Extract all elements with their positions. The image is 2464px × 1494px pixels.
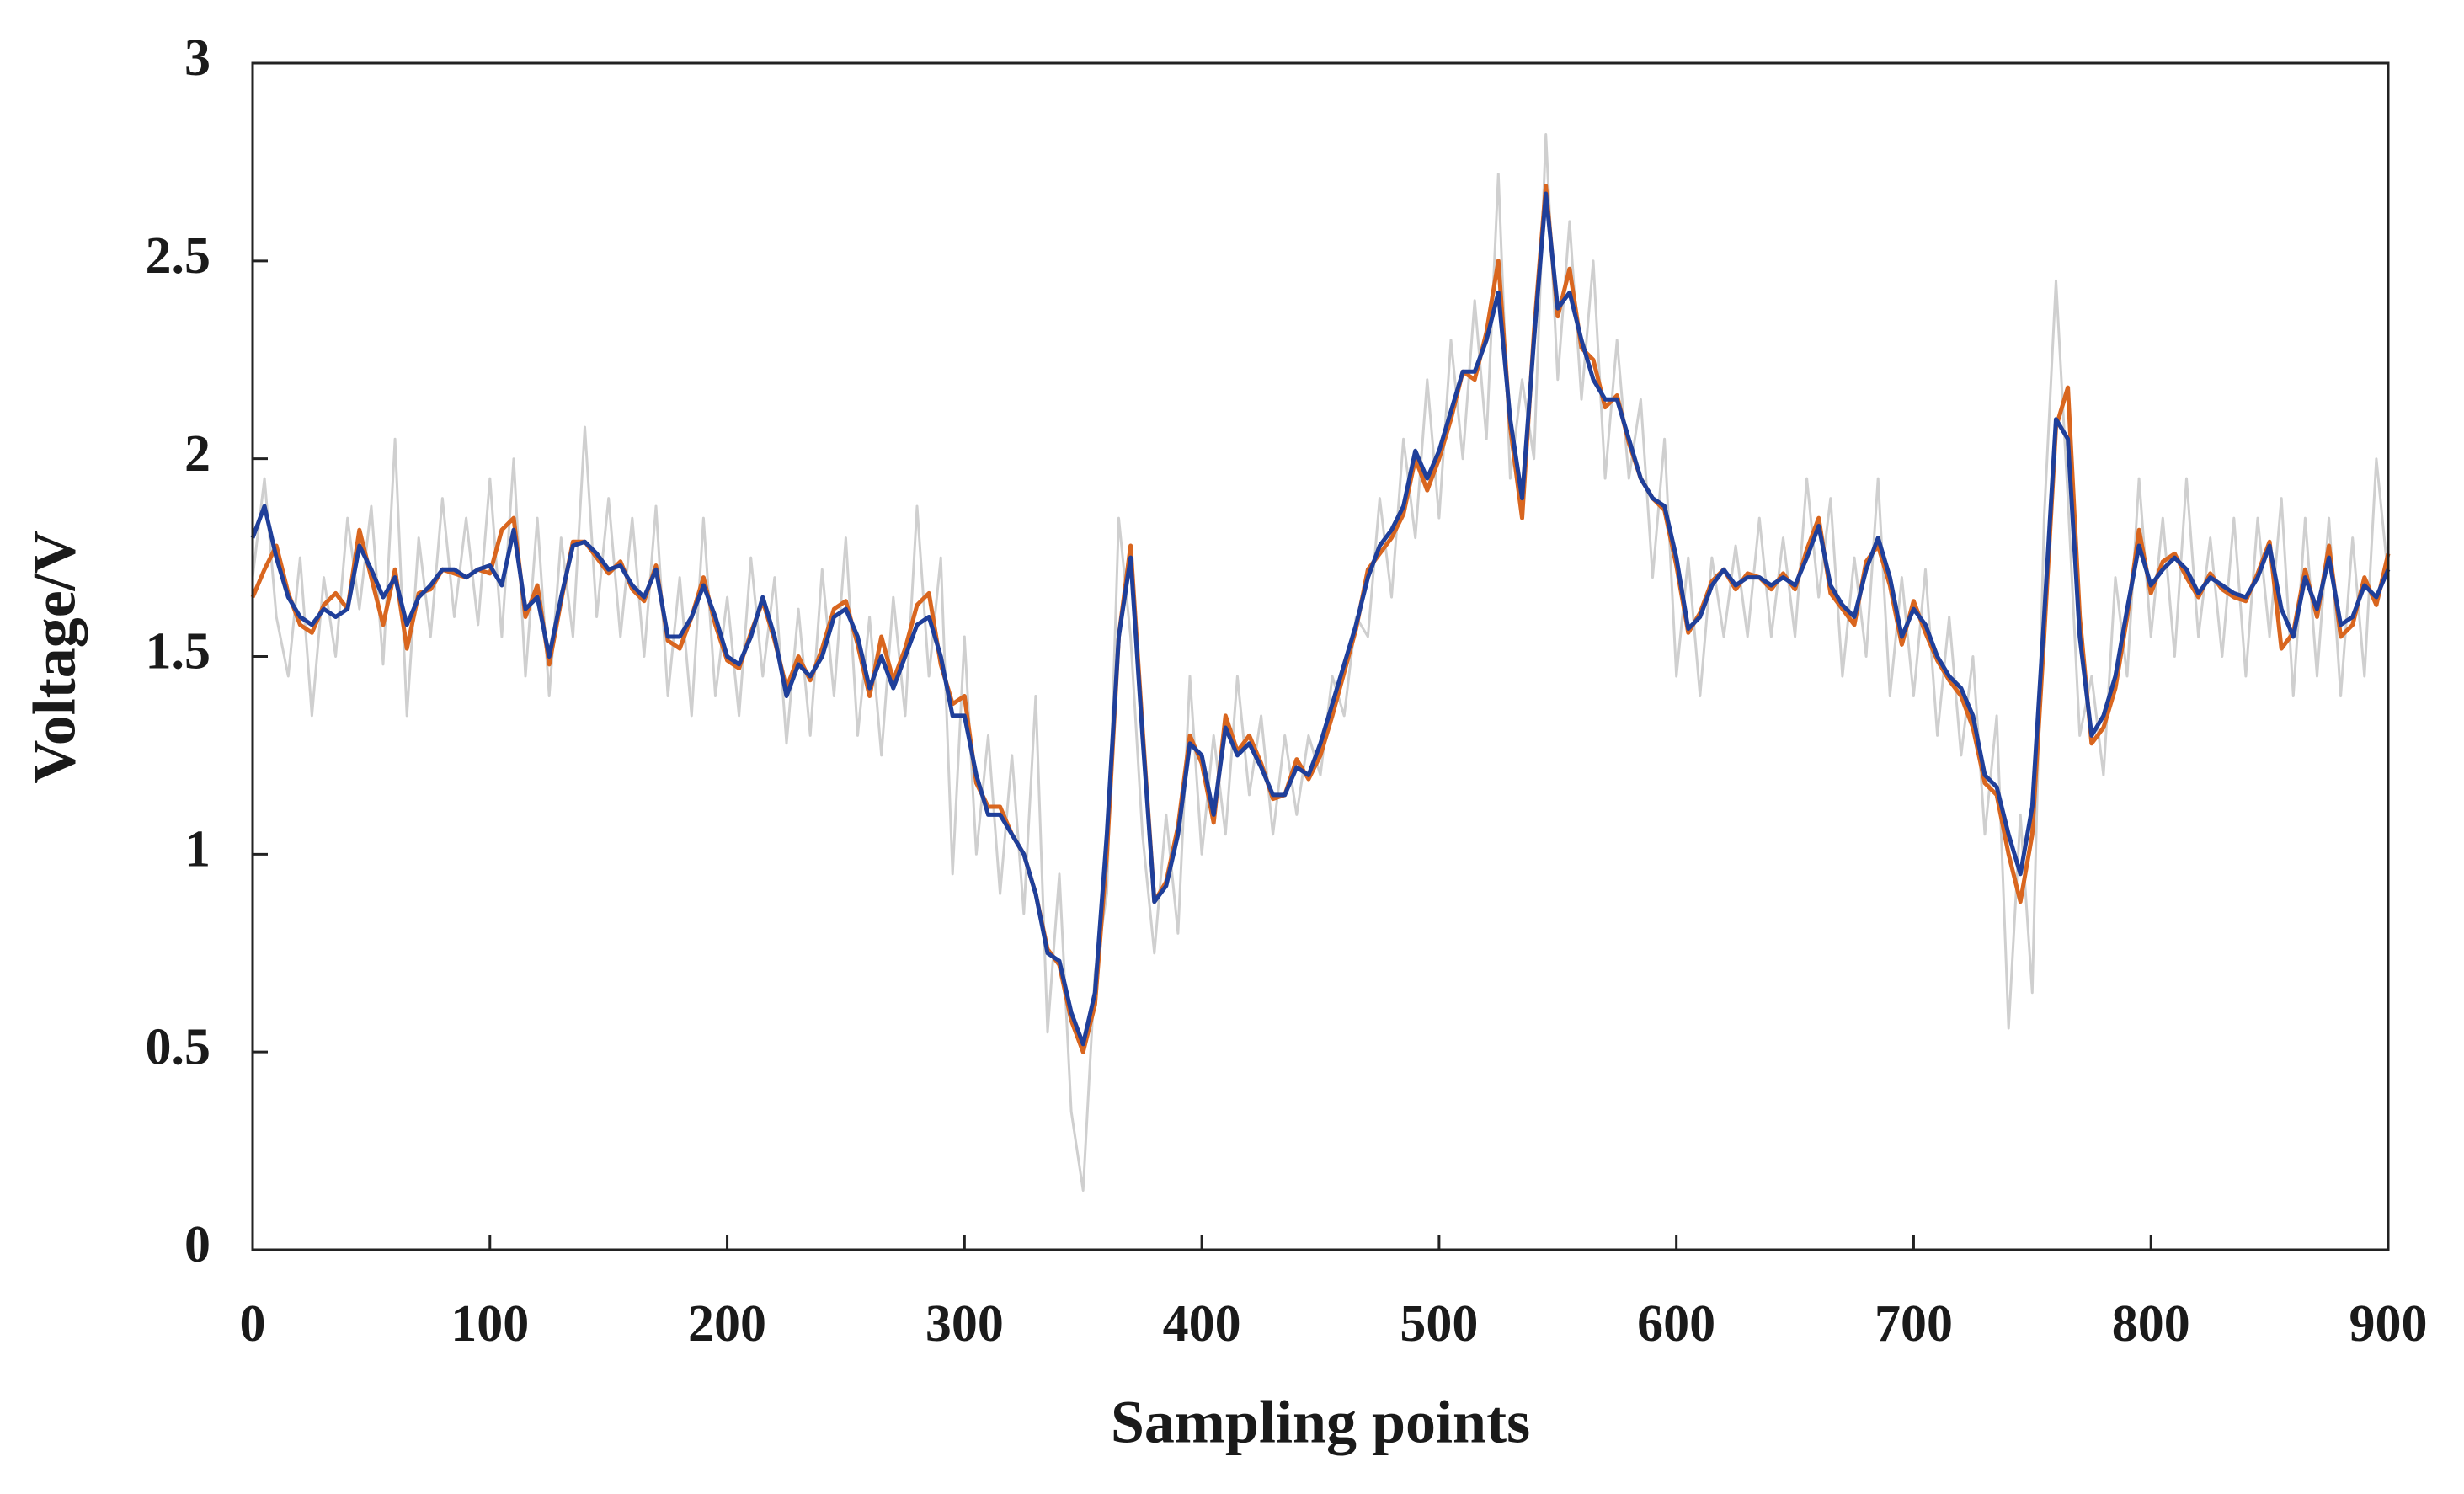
y-tick-label: 1 bbox=[184, 821, 211, 878]
x-tick-label: 700 bbox=[1875, 1295, 1953, 1353]
y-tick-label: 1.5 bbox=[146, 623, 211, 680]
plot-frame bbox=[251, 61, 2390, 1251]
y-axis-title: Voltage/V bbox=[21, 530, 88, 783]
y-tick-label: 0.5 bbox=[146, 1018, 211, 1075]
data-line bbox=[250, 191, 2391, 1047]
x-tick-label: 0 bbox=[240, 1295, 266, 1353]
x-tick-label: 200 bbox=[688, 1295, 766, 1353]
x-tick-label: 400 bbox=[1163, 1295, 1241, 1353]
x-tick-label: 600 bbox=[1637, 1295, 1715, 1353]
data-line bbox=[251, 133, 2390, 1192]
x-axis-title: Sampling points bbox=[1111, 1389, 1530, 1456]
y-tick-label: 2 bbox=[184, 425, 211, 483]
y-tick-label: 2.5 bbox=[146, 227, 211, 285]
x-tick-label: 900 bbox=[2349, 1295, 2428, 1353]
y-tick-label: 3 bbox=[184, 29, 211, 87]
x-tick-label: 800 bbox=[2112, 1295, 2190, 1353]
x-tick-label: 300 bbox=[925, 1295, 1004, 1353]
x-tick-label: 500 bbox=[1400, 1295, 1478, 1353]
x-tick-label: 100 bbox=[451, 1295, 529, 1353]
y-tick-label: 0 bbox=[184, 1216, 211, 1273]
data-line bbox=[250, 184, 2391, 1054]
